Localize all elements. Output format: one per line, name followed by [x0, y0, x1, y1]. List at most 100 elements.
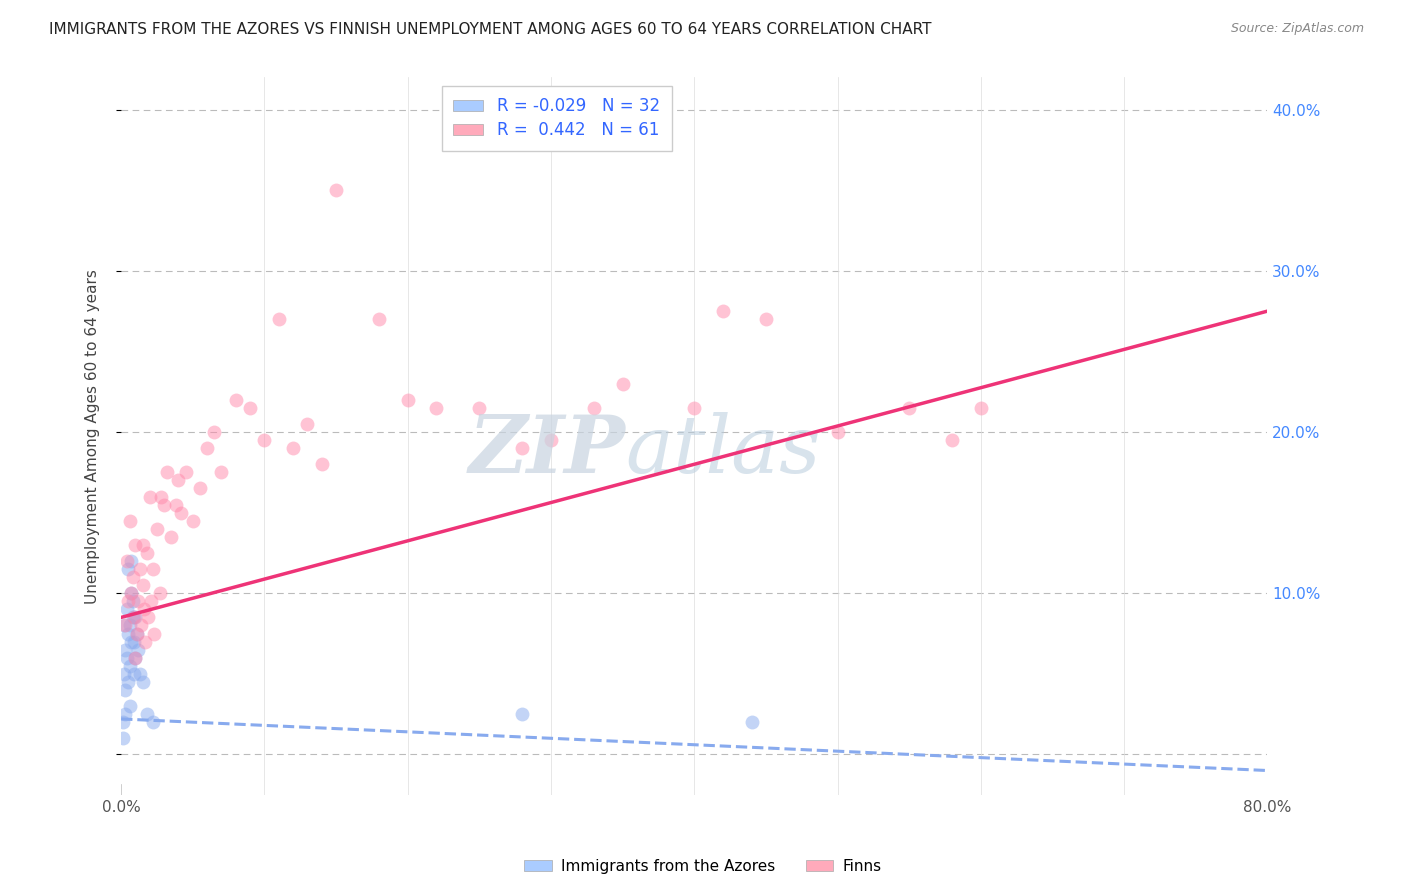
Point [135, 707, 157, 722]
Point [156, 466, 179, 480]
Point [128, 666, 150, 681]
Point [125, 626, 148, 640]
Point [117, 562, 139, 576]
Point [267, 312, 290, 326]
Point [120, 586, 142, 600]
Point [167, 474, 190, 488]
Point [115, 554, 138, 568]
Point [898, 401, 921, 415]
Point [510, 707, 533, 722]
Point [111, 731, 134, 746]
Point [114, 618, 136, 632]
Point [253, 433, 276, 447]
Point [121, 594, 143, 608]
Point [114, 642, 136, 657]
Point [124, 538, 146, 552]
Point [115, 602, 138, 616]
Point [135, 546, 157, 560]
Point [468, 401, 491, 415]
Point [425, 401, 447, 415]
Point [153, 498, 176, 512]
Point [132, 602, 155, 616]
Point [131, 538, 153, 552]
Point [368, 312, 391, 326]
Point [122, 634, 145, 648]
Point [112, 618, 135, 632]
Point [115, 650, 138, 665]
Point [325, 183, 347, 197]
Point [114, 707, 136, 722]
Text: ZIP: ZIP [468, 412, 626, 489]
Point [150, 490, 173, 504]
Point [281, 441, 304, 455]
Point [120, 634, 142, 648]
Legend: Immigrants from the Azores, Finns: Immigrants from the Azores, Finns [519, 853, 887, 880]
Point [139, 490, 162, 504]
Point [239, 401, 262, 415]
Point [195, 441, 218, 455]
Point [141, 594, 163, 608]
Point [181, 514, 204, 528]
Legend: R = -0.029   N = 32, R =  0.442   N = 61: R = -0.029 N = 32, R = 0.442 N = 61 [441, 86, 672, 151]
Point [131, 578, 153, 592]
Point [117, 594, 139, 608]
Point [165, 498, 187, 512]
Point [124, 610, 146, 624]
Point [970, 401, 993, 415]
Point [827, 425, 849, 439]
Point [120, 554, 142, 568]
Point [120, 586, 142, 600]
Point [510, 441, 533, 455]
Point [582, 401, 605, 415]
Point [117, 674, 139, 689]
Point [170, 506, 193, 520]
Point [122, 610, 145, 624]
Point [124, 650, 146, 665]
Text: Source: ZipAtlas.com: Source: ZipAtlas.com [1230, 22, 1364, 36]
Point [128, 562, 150, 576]
Point [209, 466, 232, 480]
Point [941, 433, 963, 447]
Point [117, 626, 139, 640]
Y-axis label: Unemployment Among Ages 60 to 64 years: Unemployment Among Ages 60 to 64 years [86, 268, 100, 604]
Point [127, 594, 149, 608]
Point [297, 417, 319, 431]
Point [124, 650, 146, 665]
Point [396, 392, 419, 407]
Point [142, 715, 165, 730]
Point [114, 682, 136, 697]
Point [127, 642, 149, 657]
Point [149, 586, 172, 600]
Point [540, 433, 562, 447]
Point [118, 618, 141, 632]
Point [612, 376, 634, 391]
Point [143, 626, 166, 640]
Point [121, 610, 143, 624]
Point [755, 312, 778, 326]
Text: atlas: atlas [626, 412, 821, 489]
Point [131, 674, 153, 689]
Point [683, 401, 706, 415]
Point [202, 425, 225, 439]
Point [711, 304, 734, 318]
Point [160, 530, 183, 544]
Point [111, 715, 134, 730]
Point [129, 618, 152, 632]
Point [122, 666, 145, 681]
Point [121, 570, 143, 584]
Point [118, 699, 141, 714]
Point [225, 392, 247, 407]
Point [741, 715, 763, 730]
Point [138, 610, 160, 624]
Text: IMMIGRANTS FROM THE AZORES VS FINNISH UNEMPLOYMENT AMONG AGES 60 TO 64 YEARS COR: IMMIGRANTS FROM THE AZORES VS FINNISH UN… [49, 22, 932, 37]
Point [142, 562, 165, 576]
Point [174, 466, 197, 480]
Point [118, 514, 141, 528]
Point [146, 522, 169, 536]
Point [112, 666, 135, 681]
Point [118, 658, 141, 673]
Point [134, 634, 156, 648]
Point [311, 457, 333, 471]
Point [188, 482, 211, 496]
Point [125, 626, 148, 640]
